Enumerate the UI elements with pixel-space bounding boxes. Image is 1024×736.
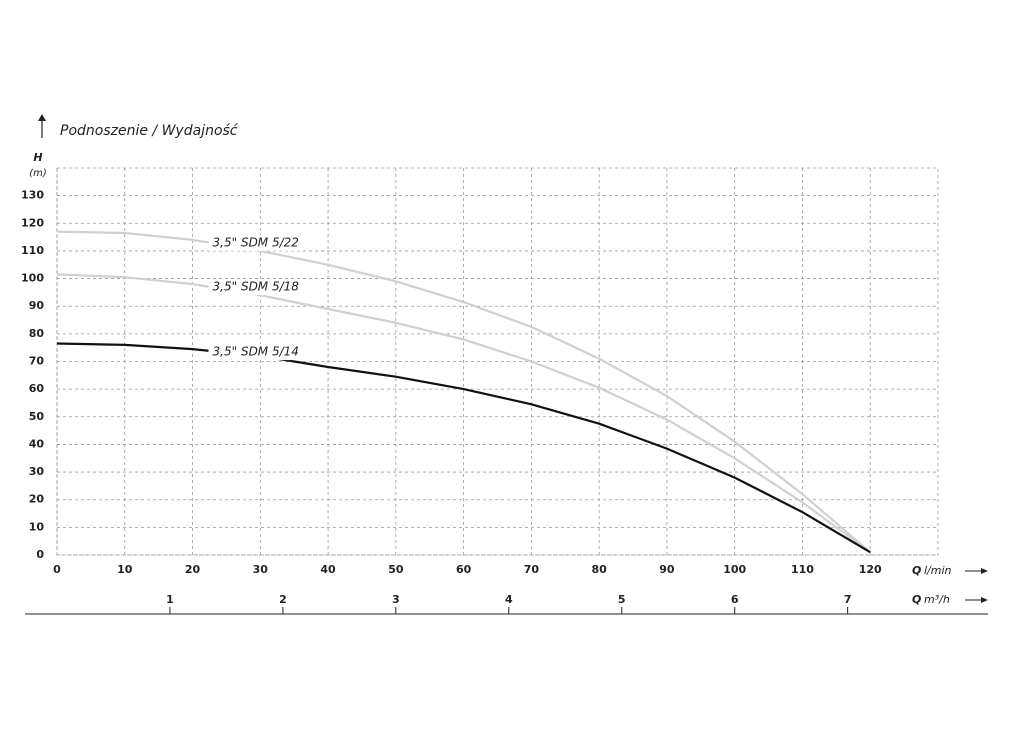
- x-tick-label: 20: [185, 563, 201, 576]
- y-tick-label: 20: [29, 493, 45, 506]
- y-tick-label: 0: [36, 548, 44, 561]
- y-tick-label: 60: [29, 382, 45, 395]
- curve-label: 3,5" SDM 5/18: [213, 280, 300, 294]
- y-tick-label: 120: [21, 216, 44, 229]
- chart-title: Podnoszenie / Wydajność: [60, 123, 239, 139]
- x-tick-label: 90: [659, 563, 675, 576]
- x-tick-label: 70: [524, 563, 540, 576]
- x-tick-label: 30: [253, 563, 269, 576]
- x-tick-label: 80: [591, 563, 607, 576]
- y-tick-label: 10: [29, 520, 45, 533]
- x2-arrow-head: [981, 597, 988, 603]
- curve: [56, 230, 871, 554]
- curve-label: 3,5" SDM 5/22: [213, 235, 299, 249]
- x2-tick-label: 1: [166, 593, 174, 606]
- x-symbol: Q: [912, 564, 921, 577]
- y-tick-label: 110: [21, 244, 44, 257]
- x-tick-label: 110: [791, 563, 814, 576]
- x2-tick-label: 2: [279, 593, 287, 606]
- x2-tick-label: 7: [844, 593, 852, 606]
- x2-tick-label: 3: [392, 593, 400, 606]
- x2-tick-label: 5: [618, 593, 626, 606]
- x-tick-label: 120: [859, 563, 882, 576]
- y-tick-label: 30: [29, 465, 45, 478]
- x-tick-label: 40: [320, 563, 336, 576]
- x-unit: l/min: [924, 564, 952, 577]
- x2-tick-label: 4: [505, 593, 513, 606]
- x-tick-label: 0: [53, 563, 61, 576]
- y-tick-label: 80: [29, 327, 45, 340]
- y-tick-label: 50: [29, 410, 45, 423]
- y-label: H: [33, 151, 42, 164]
- curve: [56, 273, 871, 554]
- label-bg: [208, 234, 301, 251]
- y-unit: (m): [29, 168, 47, 179]
- y-tick-label: 70: [29, 355, 45, 368]
- x-tick-label: 100: [723, 563, 746, 576]
- x2-unit: m³/h: [924, 593, 950, 606]
- y-arrow-head: [38, 114, 46, 121]
- curve-label: 3,5" SDM 5/14: [213, 345, 299, 359]
- x2-symbol: Q: [912, 593, 921, 606]
- y-tick-label: 130: [21, 189, 44, 202]
- x-arrow-head: [981, 568, 988, 574]
- label-bg: [208, 344, 301, 361]
- y-tick-label: 40: [29, 437, 45, 450]
- label-bg: [208, 279, 301, 296]
- x2-tick-label: 6: [731, 593, 739, 606]
- curve: [56, 342, 871, 554]
- x-tick-label: 10: [117, 563, 133, 576]
- x-tick-label: 60: [456, 563, 472, 576]
- y-tick-label: 100: [21, 272, 44, 285]
- x-tick-label: 50: [388, 563, 404, 576]
- y-tick-label: 90: [29, 299, 45, 312]
